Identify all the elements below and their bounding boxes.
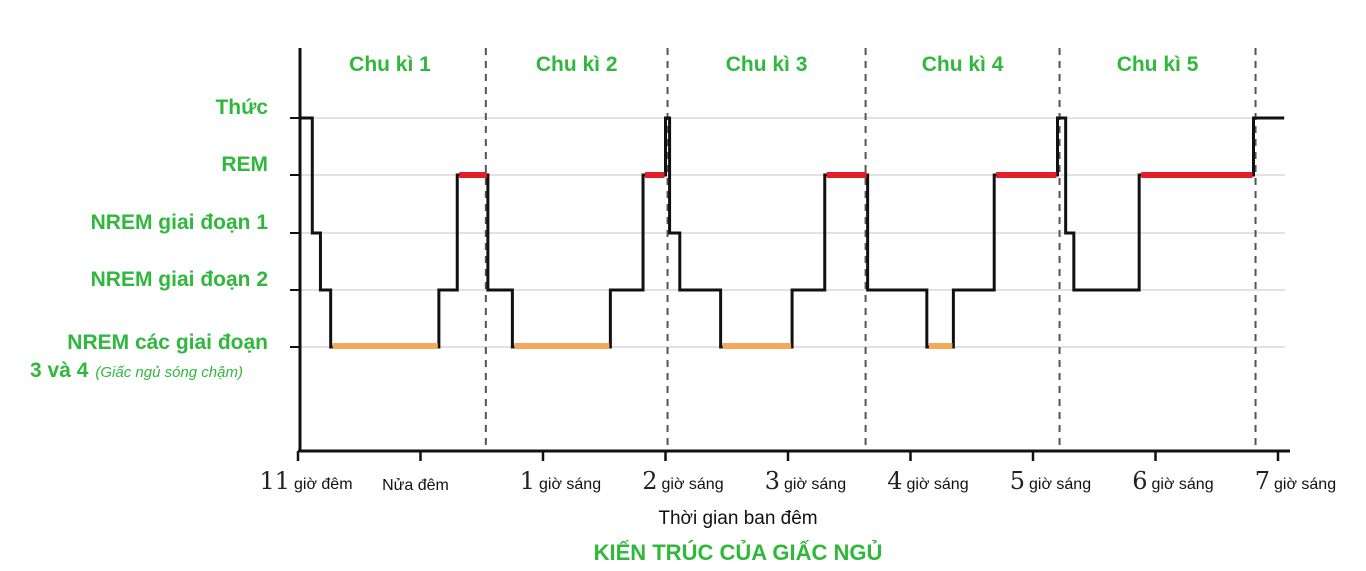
y-label-3: NREM giai đoạn 2 [91, 268, 268, 291]
x-tick-unit-0: giờ đêm [294, 476, 353, 493]
sleep-stage-line [300, 116, 1285, 349]
cycle-label-5: Chu kì 5 [1117, 53, 1199, 76]
y-label-4-line2: 3 và 4 (Giấc ngủ sóng chậm) [30, 359, 243, 382]
x-tick-number-5: 4 [887, 467, 902, 495]
y-label-4: NREM các giai đoạn [67, 331, 268, 354]
x-axis-label: Thời gian ban đêm [658, 508, 817, 529]
cycle-label-2: Chu kì 2 [536, 53, 618, 76]
x-tick-unit-4: giờ sáng [784, 476, 846, 493]
cycle-label-3: Chu kì 3 [726, 53, 808, 76]
x-tick-unit-7: giờ sáng [1152, 476, 1214, 493]
x-tick-number-3: 2 [642, 467, 657, 495]
y-label-0: Thức [215, 96, 268, 119]
y-label-4-stages: 3 và 4 [30, 359, 89, 382]
x-tick-unit-6: giờ sáng [1029, 476, 1091, 493]
y-label-2: NREM giai đoạn 1 [91, 211, 269, 234]
x-tick-unit-8: giờ sáng [1274, 476, 1336, 493]
x-tick-number-0: 11 [259, 467, 290, 495]
x-tick-number-8: 7 [1255, 467, 1270, 495]
x-tick-number-6: 5 [1010, 467, 1025, 495]
y-label-1: REM [221, 153, 268, 176]
cycle-label-4: Chu kì 4 [922, 53, 1004, 76]
x-tick-unit-5: giờ sáng [907, 476, 969, 493]
y-label-4-note: (Giấc ngủ sóng chậm) [95, 364, 243, 381]
x-tick-number-4: 3 [765, 467, 780, 495]
x-tick-unit-1: Nửa đêm [382, 477, 449, 494]
x-tick-number-2: 1 [520, 467, 535, 495]
x-tick-number-7: 6 [1132, 467, 1147, 495]
cycle-label-1: Chu kì 1 [349, 53, 431, 76]
chart-title: KIẾN TRÚC CỦA GIẤC NGỦ [594, 540, 883, 565]
x-tick-unit-3: giờ sáng [662, 476, 724, 493]
x-tick-unit-2: giờ sáng [539, 476, 601, 493]
